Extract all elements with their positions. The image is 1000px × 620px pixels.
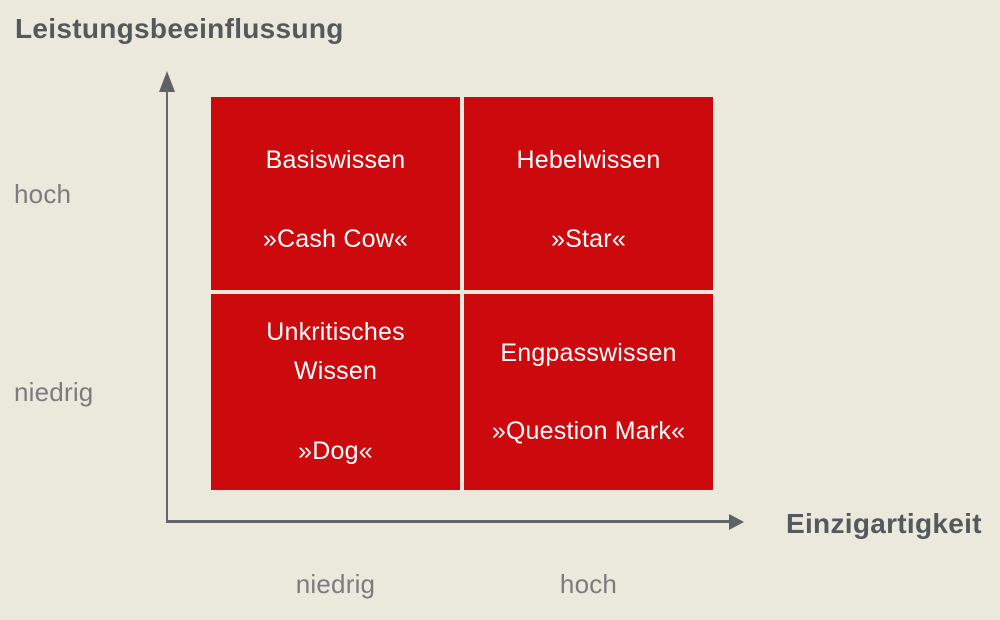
- y-axis-tick-low: niedrig: [14, 377, 94, 407]
- quadrant-basiswissen: Basiswissen »Cash Cow«: [211, 97, 460, 290]
- quadrant-title: Unkritisches Wissen: [266, 318, 405, 385]
- y-axis-arrowhead-icon: [159, 71, 175, 92]
- quadrant-subtitle: »Dog«: [298, 437, 373, 465]
- x-axis-arrowhead-icon: [729, 514, 744, 530]
- quadrant-title: Engpasswissen: [500, 338, 677, 367]
- quadrant-hebelwissen: Hebelwissen »Star«: [464, 97, 713, 290]
- x-axis-title: Einzigartigkeit: [786, 508, 982, 539]
- quadrant-subtitle: »Star«: [551, 224, 626, 253]
- x-axis-tick-low: niedrig: [295, 569, 376, 599]
- y-axis-line: [166, 88, 168, 523]
- quadrant-title: Hebelwissen: [516, 145, 661, 174]
- quadrant-subtitle: »Question Mark«: [491, 416, 686, 445]
- x-axis-tick-high: hoch: [559, 569, 618, 599]
- quadrant-subtitle: »Cash Cow«: [262, 224, 409, 253]
- x-axis-line: [166, 520, 731, 523]
- y-axis-tick-high: hoch: [14, 179, 72, 209]
- quadrant-unkritisches-wissen: Unkritisches Wissen »Dog«: [211, 294, 460, 490]
- quadrant-matrix: Basiswissen »Cash Cow« Hebelwissen »Star…: [211, 97, 713, 490]
- y-axis-title: Leistungsbeeinflussung: [15, 13, 344, 44]
- quadrant-engpasswissen: Engpasswissen »Question Mark«: [464, 294, 713, 490]
- quadrant-title: Basiswissen: [265, 145, 406, 174]
